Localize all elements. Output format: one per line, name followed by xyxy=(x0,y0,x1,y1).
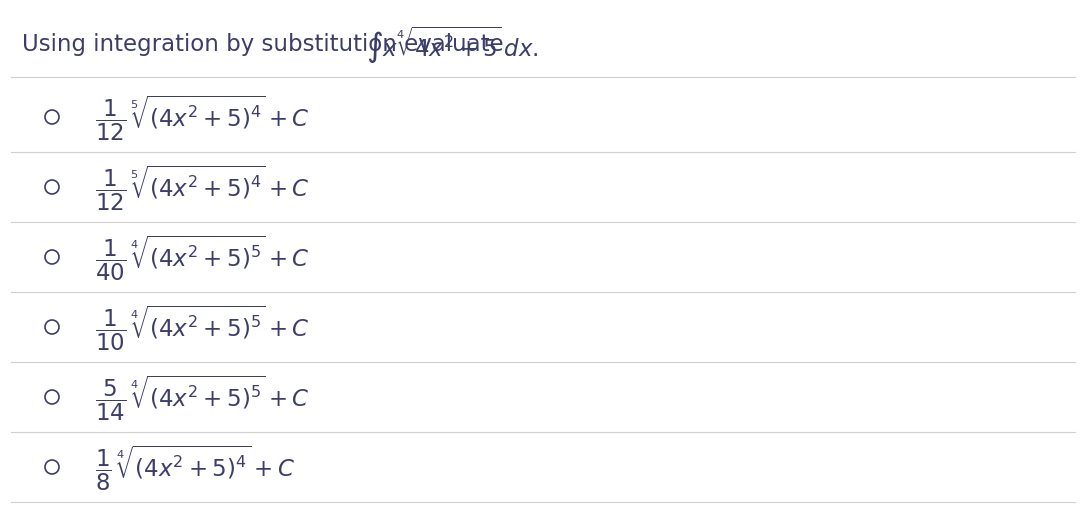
Text: $\dfrac{1}{40}\,\sqrt[4]{(4x^2+5)^5}+C$: $\dfrac{1}{40}\,\sqrt[4]{(4x^2+5)^5}+C$ xyxy=(94,233,310,282)
Text: $\dfrac{1}{8}\,\sqrt[4]{(4x^2+5)^4}+C$: $\dfrac{1}{8}\,\sqrt[4]{(4x^2+5)^4}+C$ xyxy=(94,442,295,492)
Text: $\dfrac{1}{12}\,\sqrt[5]{(4x^2+5)^4}+C$: $\dfrac{1}{12}\,\sqrt[5]{(4x^2+5)^4}+C$ xyxy=(94,93,310,143)
Text: $\dfrac{1}{12}\,\sqrt[5]{(4x^2+5)^4}+C$: $\dfrac{1}{12}\,\sqrt[5]{(4x^2+5)^4}+C$ xyxy=(94,163,310,212)
Text: $\dfrac{1}{10}\,\sqrt[4]{(4x^2+5)^5}+C$: $\dfrac{1}{10}\,\sqrt[4]{(4x^2+5)^5}+C$ xyxy=(94,303,310,352)
Text: $\int x\sqrt[4]{4x^2+5}\, dx.$: $\int x\sqrt[4]{4x^2+5}\, dx.$ xyxy=(366,24,539,66)
Text: Using integration by substitution evaluate: Using integration by substitution evalua… xyxy=(22,34,510,56)
Text: $\dfrac{5}{14}\,\sqrt[4]{(4x^2+5)^5}+C$: $\dfrac{5}{14}\,\sqrt[4]{(4x^2+5)^5}+C$ xyxy=(94,373,310,422)
